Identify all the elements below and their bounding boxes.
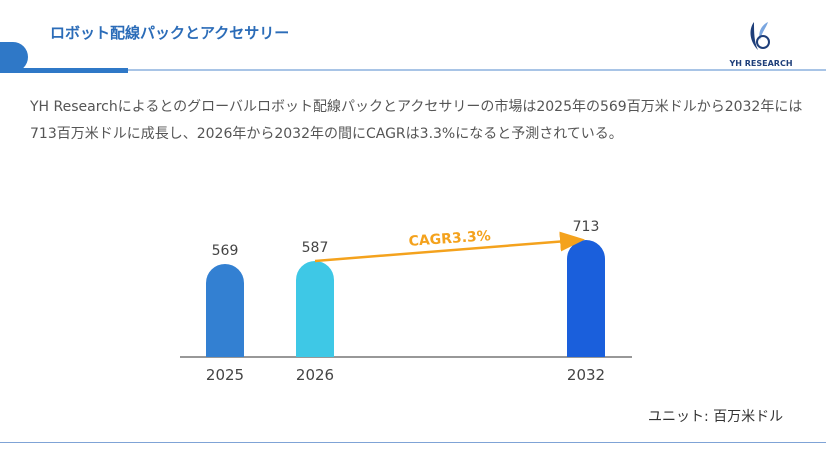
- x-tick-label: 2026: [296, 366, 334, 384]
- header-accent: [0, 42, 28, 72]
- cagr-arrow: [314, 231, 585, 263]
- data-label: 587: [302, 240, 329, 256]
- bar-2026: [296, 260, 334, 357]
- x-tick-label: 2025: [206, 366, 244, 384]
- unit-label: ユニット: 百万米ドル: [648, 409, 784, 425]
- logo-text: YH RESEARCH: [729, 59, 793, 68]
- page-title: ロボット配線パックとアクセサリー: [50, 24, 290, 42]
- footer-divider: [0, 442, 826, 443]
- header-divider: [128, 69, 826, 71]
- x-tick-label: 2032: [567, 366, 605, 384]
- data-label: 713: [573, 219, 600, 235]
- logo-icon: [750, 22, 770, 50]
- cagr-label: CAGR3.3%: [408, 228, 491, 250]
- logo: YH RESEARCH: [726, 20, 796, 68]
- description: YH Researchによるとのグローバルロボット配線パックとアクセサリーの市場…: [30, 99, 803, 142]
- bar-2025: [206, 263, 244, 357]
- data-label: 569: [212, 243, 239, 259]
- header-accent-bar: [0, 68, 128, 73]
- bar-2032: [567, 239, 605, 357]
